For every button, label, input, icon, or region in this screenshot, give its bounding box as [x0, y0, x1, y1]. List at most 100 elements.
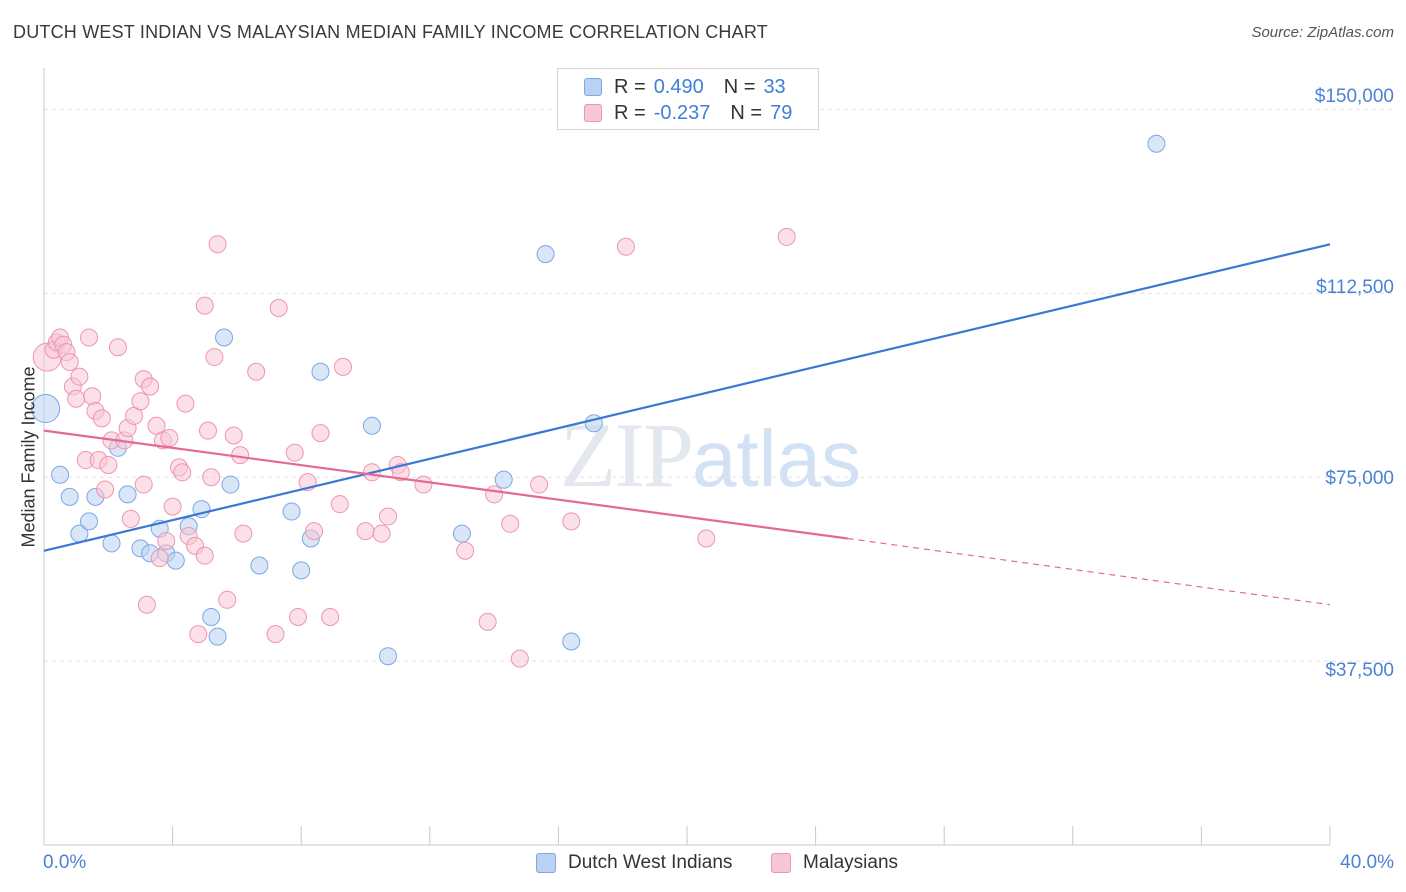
malaysian-point: [285, 443, 304, 462]
dutch-west-indian-point: [102, 534, 121, 553]
malaysian-point: [562, 512, 581, 531]
r-label: R =: [614, 75, 646, 98]
malaysian-point: [372, 524, 391, 543]
malaysian-point: [134, 475, 153, 494]
dutch-west-indian-point: [208, 627, 227, 646]
n-label: N =: [730, 101, 763, 124]
dutch-west-indian-point: [379, 647, 398, 666]
y-tick-label: $37,500: [1325, 660, 1394, 681]
blue-swatch: [536, 853, 556, 873]
dutch-west-indian-point: [282, 502, 301, 521]
legend-label: Malaysians: [803, 852, 899, 873]
malaysian-point: [195, 546, 214, 565]
malaysian-point: [777, 227, 796, 246]
malaysian-point: [311, 424, 330, 443]
malaysian-point: [189, 625, 208, 644]
x-tick-label-left: 0.0%: [43, 852, 87, 873]
r-label: R =: [614, 101, 646, 124]
malaysian-point: [379, 507, 398, 526]
malaysian-point: [330, 495, 349, 514]
malaysian-point: [92, 409, 111, 428]
dutch-west-indian-point: [202, 607, 221, 626]
r-value: 0.490: [653, 75, 704, 98]
y-tick-label: $75,000: [1325, 468, 1394, 489]
malaysian-point: [224, 426, 243, 445]
dutch-west-indian-point: [292, 561, 311, 580]
malaysian-point: [218, 590, 237, 609]
malaysian-point: [80, 328, 99, 347]
pink-swatch: [584, 104, 602, 122]
malaysian-point: [305, 522, 324, 541]
malaysian-point: [83, 387, 102, 406]
malaysian-point: [266, 625, 285, 644]
r-value: -0.237: [653, 101, 711, 124]
stats-row-pink: R = -0.237 N = 79: [584, 101, 792, 125]
malaysian-point: [456, 541, 475, 560]
malaysian-point: [67, 389, 86, 408]
y-axis-label: Median Family Income: [18, 366, 39, 548]
malaysian-point: [198, 421, 217, 440]
legend-label: Dutch West Indians: [568, 852, 733, 873]
dutch-west-indian-point: [31, 394, 61, 424]
n-label: N =: [723, 75, 756, 98]
legend-item-malaysians[interactable]: Malaysians: [771, 852, 898, 874]
x-tick-label-right: 40.0%: [1340, 852, 1394, 873]
malaysian-point: [60, 352, 79, 371]
stats-legend: R = 0.490 N = 33 R = -0.237 N = 79: [557, 68, 819, 130]
dutch-west-indian-trendline: [43, 243, 1331, 552]
malaysian-point: [616, 237, 635, 256]
malaysian-point: [333, 357, 352, 376]
dutch-west-indian-point: [494, 470, 513, 489]
series-legend: Dutch West Indians Malaysians: [0, 852, 1406, 878]
malaysian-point: [121, 509, 140, 528]
malaysian-point: [160, 428, 179, 447]
malaysian-point: [131, 392, 150, 411]
malaysian-point: [485, 485, 504, 504]
legend-item-dutch-west-indians[interactable]: Dutch West Indians: [536, 852, 732, 874]
malaysian-point: [391, 463, 410, 482]
source-label: Source: ZipAtlas.com: [1251, 24, 1394, 41]
malaysian-trendline-extension: [847, 537, 1331, 606]
malaysian-point: [157, 531, 176, 550]
stats-row-blue: R = 0.490 N = 33: [584, 75, 786, 99]
malaysian-point: [356, 522, 375, 541]
dutch-west-indian-point: [362, 416, 381, 435]
malaysian-point: [269, 299, 288, 318]
malaysian-point: [150, 549, 169, 568]
dutch-west-indian-point: [562, 632, 581, 651]
pink-swatch: [771, 853, 791, 873]
malaysian-point: [70, 367, 89, 386]
malaysian-point: [208, 235, 227, 254]
malaysian-point: [478, 612, 497, 631]
malaysian-point: [414, 475, 433, 494]
y-tick-label: $150,000: [1314, 86, 1394, 107]
malaysian-point: [137, 595, 156, 614]
malaysian-point: [288, 607, 307, 626]
n-value: 79: [770, 101, 793, 124]
dutch-west-indian-point: [118, 485, 137, 504]
chart-title: DUTCH WEST INDIAN VS MALAYSIAN MEDIAN FA…: [13, 22, 768, 42]
malaysian-point: [697, 529, 716, 548]
dutch-west-indian-point: [1147, 134, 1166, 153]
dutch-west-indian-point: [221, 475, 240, 494]
malaysian-point: [195, 296, 214, 315]
blue-swatch: [584, 78, 602, 96]
malaysian-point: [247, 362, 266, 381]
malaysian-point: [530, 475, 549, 494]
malaysian-point: [321, 607, 340, 626]
dutch-west-indian-point: [250, 556, 269, 575]
dutch-west-indian-point: [80, 512, 99, 531]
malaysian-point: [99, 455, 118, 474]
malaysian-point: [96, 480, 115, 499]
malaysian-trendline: [43, 429, 848, 540]
malaysian-point: [141, 377, 160, 396]
malaysian-point: [108, 338, 127, 357]
dutch-west-indian-point: [51, 465, 70, 484]
malaysian-point: [176, 394, 195, 413]
dutch-west-indian-point: [166, 551, 185, 570]
malaysian-point: [173, 463, 192, 482]
y-tick-label: $112,500: [1316, 277, 1394, 298]
dutch-west-indian-point: [215, 328, 234, 347]
dutch-west-indian-point: [536, 245, 555, 264]
